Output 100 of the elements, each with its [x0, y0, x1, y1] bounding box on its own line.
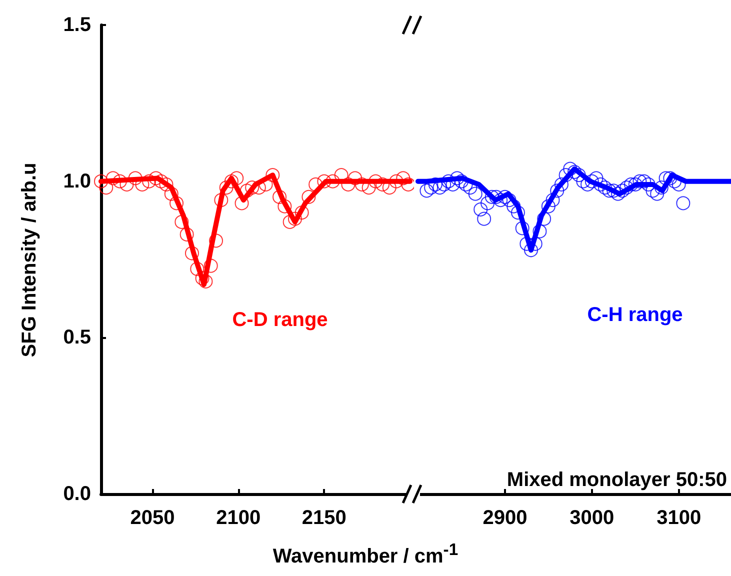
point: [252, 180, 266, 195]
point: [376, 177, 390, 192]
point: [484, 190, 499, 204]
point: [628, 177, 642, 192]
point: [204, 258, 218, 273]
point: [209, 234, 224, 248]
point: [568, 164, 582, 179]
point: [288, 212, 302, 226]
x-axis-title: Wavenumber / cm$^{-1}$: [272, 540, 460, 569]
point: [428, 177, 442, 192]
point: [632, 174, 647, 188]
point: [128, 171, 142, 186]
point: [278, 199, 292, 214]
y-axis-title: SFG Intensity / arb.u: [18, 162, 42, 358]
point: [94, 174, 108, 188]
point: [317, 174, 332, 188]
point: [112, 174, 127, 188]
annotation: C-D range: [232, 309, 328, 331]
point: [654, 180, 668, 195]
point: [420, 184, 434, 198]
point: [498, 190, 512, 204]
point: [463, 180, 478, 195]
point: [637, 174, 652, 188]
point: [474, 202, 488, 216]
point: [606, 184, 621, 198]
x-tick-label: 2150: [302, 507, 346, 529]
point: [396, 171, 410, 186]
point: [441, 174, 456, 188]
point: [598, 180, 612, 195]
point: [245, 180, 260, 195]
point: [489, 190, 504, 204]
point: [602, 184, 616, 198]
y-tick-label: 1.5: [63, 14, 91, 36]
point: [546, 193, 560, 208]
point: [184, 246, 199, 260]
point: [580, 177, 595, 192]
point: [610, 186, 625, 201]
point: [532, 224, 547, 238]
point: [624, 177, 638, 192]
point: [554, 177, 568, 192]
point: [302, 190, 316, 204]
point: [477, 212, 492, 226]
point: [348, 171, 362, 186]
point: [240, 184, 254, 198]
point: [450, 171, 464, 186]
point: [106, 171, 120, 186]
point: [541, 199, 556, 214]
point: [615, 184, 630, 198]
point: [368, 174, 383, 188]
point: [663, 171, 678, 186]
point: [672, 177, 686, 192]
point: [272, 190, 287, 204]
point: [537, 212, 552, 226]
x-tick-label: 2900: [482, 507, 528, 529]
point: [234, 196, 249, 210]
point: [584, 174, 599, 188]
point: [174, 214, 189, 229]
point: [164, 186, 178, 201]
x-tick-label: 3000: [570, 507, 614, 529]
point: [230, 171, 244, 186]
point: [266, 168, 280, 182]
point: [219, 180, 234, 195]
point: [142, 174, 156, 188]
point: [502, 193, 516, 208]
point: [494, 193, 508, 208]
point: [190, 262, 204, 276]
point: [401, 177, 414, 192]
point: [480, 196, 495, 210]
point: [214, 193, 228, 208]
y-tick-label: 0.5: [63, 326, 91, 349]
point: [432, 180, 447, 195]
x-tick-label: 2100: [216, 507, 261, 529]
y-tick-label: 1.0: [63, 170, 91, 192]
point: [389, 174, 404, 188]
point: [524, 243, 538, 258]
point: [148, 171, 163, 186]
point: [195, 271, 210, 286]
point: [572, 168, 586, 182]
annotation: Mixed monolayer 50:50: [506, 469, 727, 491]
point: [511, 206, 525, 220]
point: [282, 214, 297, 229]
point: [180, 227, 194, 242]
point: [354, 177, 369, 192]
point: [341, 177, 356, 192]
point: [258, 177, 273, 192]
point: [576, 174, 590, 188]
annotation: C-H range: [587, 304, 683, 326]
point: [224, 174, 238, 188]
point: [658, 171, 673, 186]
point: [154, 174, 168, 188]
point: [620, 180, 634, 195]
point: [550, 184, 564, 198]
point: [563, 162, 578, 176]
point: [468, 186, 482, 201]
point: [326, 174, 340, 188]
y-tick-label: 0.0: [63, 483, 91, 505]
point: [515, 221, 530, 236]
point: [641, 177, 656, 192]
point: [594, 177, 608, 192]
point: [308, 177, 323, 192]
